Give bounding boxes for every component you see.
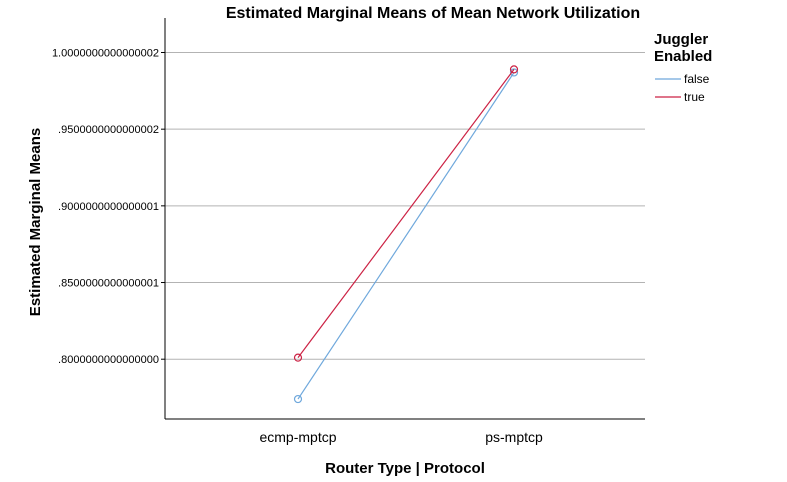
data-point [293,394,303,404]
x-axis-title: Router Type | Protocol [325,460,485,477]
y-axis-title: Estimated Marginal Means [27,128,44,316]
x-tick-label: ecmp-mptcp [259,429,336,445]
y-tick-label: 1.0000000000000002 [52,48,159,60]
series-false [293,68,519,404]
x-tick-label: ps-mptcp [485,429,543,445]
y-tick-label: .9500000000000002 [58,124,159,136]
legend-label: false [684,72,710,86]
x-tick-labels: ecmp-mptcp ps-mptcp [259,429,543,445]
series-true [293,65,519,362]
legend-title-line2: Enabled [654,48,712,65]
y-tick-label: .8000000000000000 [58,354,159,366]
data-point [293,353,303,362]
legend-label: true [684,90,705,104]
data-point [509,68,519,77]
series-lines [293,65,519,404]
y-tick-labels: .8000000000000000 .8500000000000001 .90000… [52,48,165,366]
legend-title-line1: Juggler [654,31,708,48]
series-line [297,69,515,359]
y-tick-label: .8500000000000001 [58,278,159,290]
data-point [509,65,519,74]
legend: Juggler Enabled false true [654,31,712,104]
y-tick-label: .9000000000000001 [58,201,159,213]
series-line [297,72,515,400]
gridlines [165,52,645,360]
chart-title: Estimated Marginal Means of Mean Network… [226,5,640,22]
